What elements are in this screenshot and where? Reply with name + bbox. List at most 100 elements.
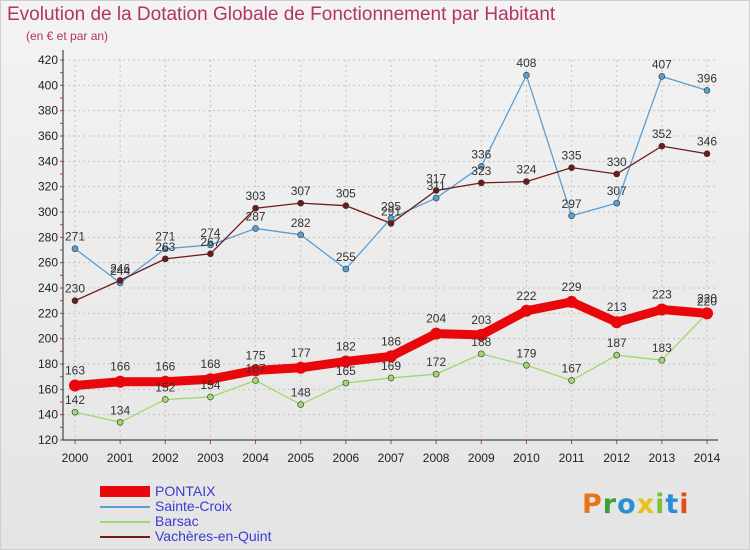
data-label-sainte-croix: 407 bbox=[652, 57, 672, 71]
y-tick-label: 140 bbox=[38, 408, 58, 422]
x-tick-label: 2004 bbox=[242, 451, 269, 465]
series-vacheres-en-quint bbox=[71, 142, 711, 304]
data-point-vacheres-en-quint bbox=[161, 255, 169, 263]
data-point-pontaix bbox=[385, 350, 397, 363]
x-tick-label: 2002 bbox=[152, 451, 179, 465]
data-labels: 271 244 271 274 287 282 255 295 311 336 408 297 307 4… bbox=[65, 56, 717, 417]
axes: 120 140 160 180 200 220 240 260 280 300 320 340 360 3… bbox=[38, 50, 721, 465]
data-label-barsac: 142 bbox=[65, 393, 85, 407]
data-label-sainte-croix: 396 bbox=[697, 71, 717, 85]
data-label-vacheres-en-quint: 267 bbox=[200, 235, 220, 249]
data-point-sainte-croix bbox=[252, 225, 259, 232]
data-label-vacheres-en-quint: 305 bbox=[336, 187, 356, 201]
y-tick-label: 380 bbox=[38, 104, 58, 118]
data-point-sainte-croix bbox=[342, 265, 350, 273]
data-point-pontaix bbox=[520, 304, 533, 317]
data-point-vacheres-en-quint bbox=[252, 204, 259, 212]
data-label-vacheres-en-quint: 330 bbox=[607, 155, 627, 169]
logo-letter: i bbox=[655, 489, 666, 520]
y-tick-label: 280 bbox=[38, 230, 58, 244]
data-label-barsac: 187 bbox=[607, 336, 627, 350]
data-label-pontaix: 182 bbox=[336, 339, 356, 353]
chart-title: Evolution de la Dotation Globale de Fonc… bbox=[7, 4, 556, 25]
data-label-sainte-croix: 295 bbox=[381, 199, 401, 213]
y-tick-label: 200 bbox=[38, 332, 58, 346]
data-point-vacheres-en-quint bbox=[116, 277, 124, 284]
data-point-pontaix bbox=[430, 327, 443, 340]
y-tick-label: 300 bbox=[38, 205, 58, 219]
data-point-pontaix bbox=[475, 328, 488, 341]
x-tick-label: 2001 bbox=[107, 451, 134, 465]
logo-letter: r bbox=[602, 489, 618, 520]
data-point-barsac bbox=[161, 396, 169, 403]
data-label-vacheres-en-quint: 352 bbox=[652, 127, 672, 141]
y-tick-label: 320 bbox=[38, 180, 58, 194]
data-label-barsac: 134 bbox=[110, 403, 130, 417]
x-tick-label: 2010 bbox=[513, 451, 540, 465]
data-label-pontaix: 166 bbox=[155, 360, 175, 374]
data-label-sainte-croix: 311 bbox=[427, 179, 446, 193]
y-tick-label: 160 bbox=[38, 382, 58, 396]
x-tick-label: 2012 bbox=[603, 451, 630, 465]
logo-letter: i bbox=[679, 489, 690, 520]
data-point-sainte-croix bbox=[161, 245, 169, 253]
data-label-vacheres-en-quint: 307 bbox=[291, 184, 311, 198]
legend-item-pontaix: PONTAIX bbox=[100, 483, 360, 499]
data-point-vacheres-en-quint bbox=[207, 250, 214, 258]
data-label-sainte-croix: 287 bbox=[246, 209, 266, 223]
data-label-sainte-croix: 244 bbox=[110, 264, 130, 278]
data-label-barsac: 154 bbox=[200, 378, 220, 392]
data-label-pontaix: 163 bbox=[65, 364, 85, 378]
legend-label-pontaix: PONTAIX bbox=[155, 483, 216, 499]
data-point-sainte-croix bbox=[703, 87, 711, 94]
data-label-pontaix: 213 bbox=[607, 300, 627, 314]
data-point-pontaix bbox=[204, 373, 217, 386]
x-tick-label: 2007 bbox=[378, 451, 405, 465]
data-point-barsac bbox=[342, 379, 350, 387]
legend-label-barsac: Barsac bbox=[155, 513, 199, 529]
x-tick-label: 2005 bbox=[287, 451, 314, 465]
data-label-vacheres-en-quint: 291 bbox=[381, 204, 401, 218]
data-point-barsac bbox=[207, 393, 214, 401]
legend-swatch-vacheres-en-quint bbox=[100, 536, 150, 538]
data-label-vacheres-en-quint: 263 bbox=[155, 240, 175, 254]
y-tick-label: 220 bbox=[38, 306, 58, 320]
legend-label-sainte-croix: Sainte-Croix bbox=[155, 498, 233, 514]
data-label-pontaix: 175 bbox=[246, 348, 266, 362]
x-tick-label: 2011 bbox=[559, 451, 585, 465]
data-point-barsac bbox=[613, 351, 621, 359]
y-tick-label: 420 bbox=[38, 53, 58, 67]
y-tick-label: 360 bbox=[38, 129, 58, 143]
data-point-barsac bbox=[432, 370, 440, 378]
data-label-barsac: 169 bbox=[381, 359, 401, 373]
data-point-sainte-croix bbox=[568, 212, 575, 220]
series-barsac bbox=[71, 310, 711, 426]
y-tick-label: 120 bbox=[38, 433, 58, 447]
x-tick-label: 2006 bbox=[333, 451, 360, 465]
data-point-sainte-croix bbox=[477, 163, 485, 170]
data-point-barsac bbox=[387, 374, 395, 382]
data-label-sainte-croix: 274 bbox=[200, 226, 220, 240]
data-label-barsac: 183 bbox=[652, 341, 672, 355]
data-label-barsac: 167 bbox=[246, 361, 266, 375]
data-point-pontaix bbox=[701, 307, 713, 320]
data-label-pontaix: 229 bbox=[562, 280, 582, 294]
y-tick-label: 400 bbox=[38, 78, 58, 92]
data-point-vacheres-en-quint bbox=[387, 220, 395, 227]
data-point-barsac bbox=[568, 377, 575, 384]
data-label-vacheres-en-quint: 335 bbox=[562, 149, 582, 163]
data-label-vacheres-en-quint: 303 bbox=[246, 189, 266, 203]
x-tick-label: 2003 bbox=[197, 451, 224, 465]
data-point-vacheres-en-quint bbox=[568, 164, 575, 171]
x-tick-label: 2009 bbox=[468, 451, 495, 465]
data-label-sainte-croix: 282 bbox=[291, 216, 311, 230]
data-label-pontaix: 203 bbox=[471, 313, 491, 327]
data-label-vacheres-en-quint: 323 bbox=[471, 164, 491, 178]
data-point-vacheres-en-quint bbox=[477, 179, 485, 187]
logo-letter: t bbox=[665, 489, 680, 520]
data-label-pontaix: 223 bbox=[652, 288, 672, 302]
data-point-pontaix bbox=[294, 361, 307, 374]
data-point-pontaix bbox=[610, 316, 623, 329]
data-label-sainte-croix: 271 bbox=[155, 230, 175, 244]
